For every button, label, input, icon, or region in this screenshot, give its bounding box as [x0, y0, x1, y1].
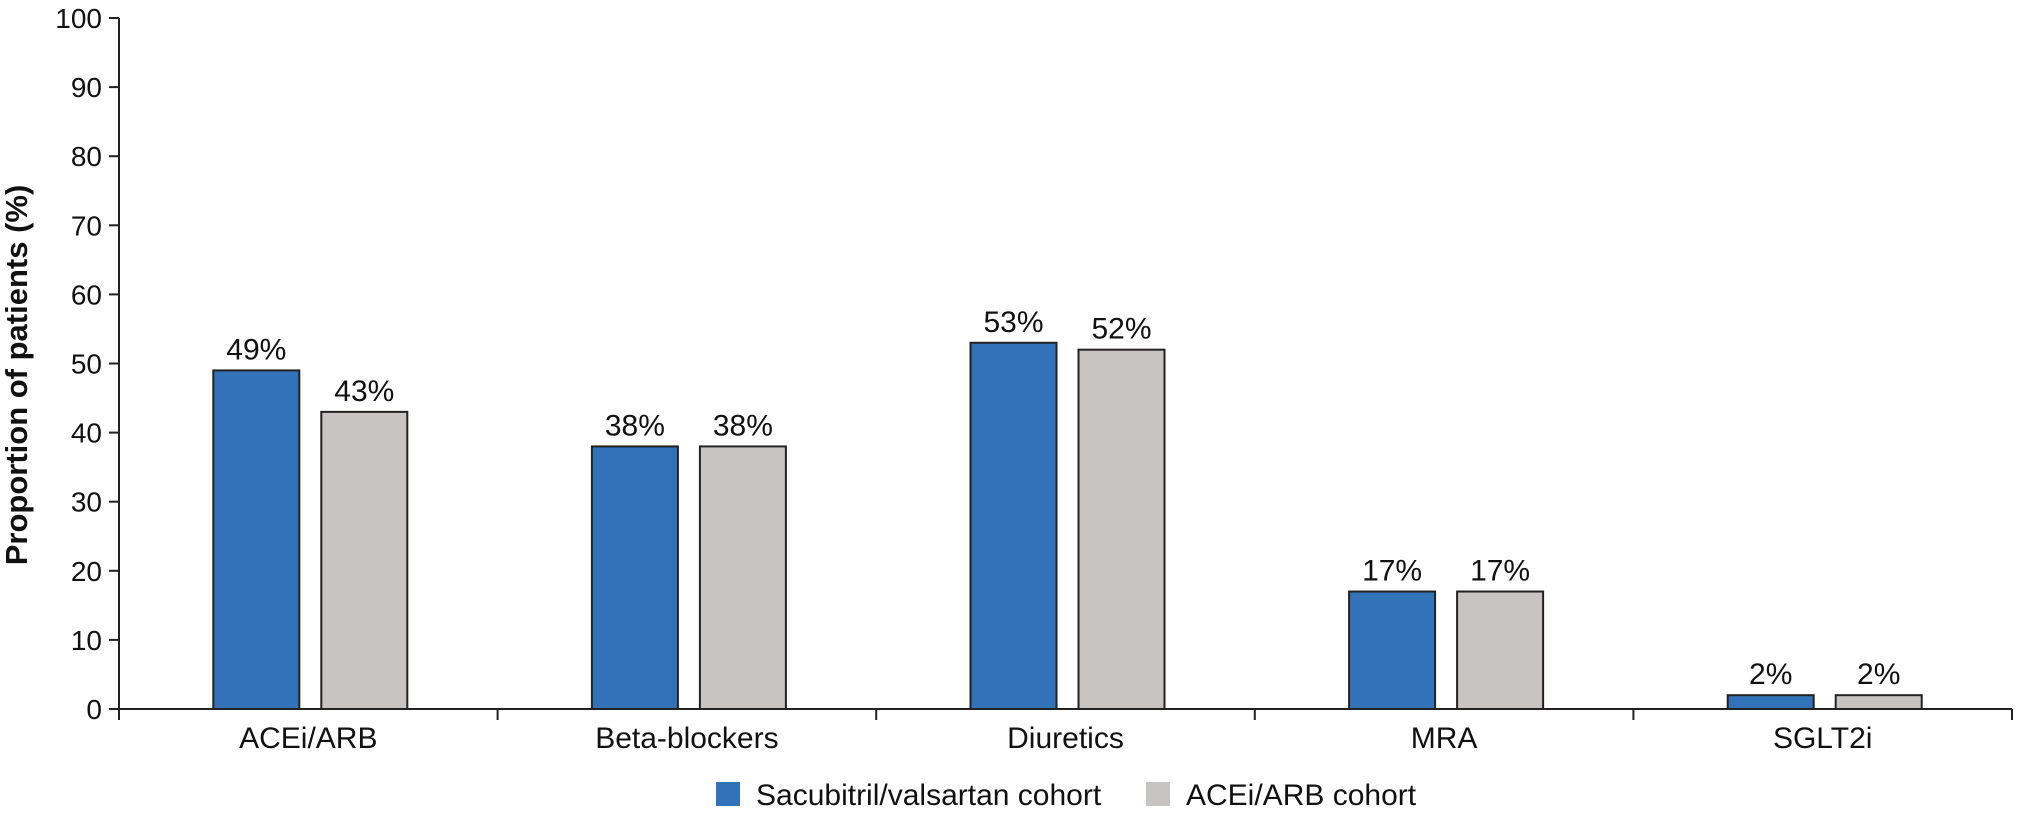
y-tick-label: 30: [71, 487, 102, 518]
x-category-label: ACEi/ARB: [239, 722, 377, 755]
legend-label: Sacubitril/valsartan cohort: [756, 779, 1102, 812]
y-axis-title-group: Proportion of patients (%): [0, 185, 34, 566]
bar-value-label: 49%: [226, 333, 286, 366]
y-tick-label: 60: [71, 279, 102, 310]
x-axis-ticks: ACEi/ARB Beta-blockers Diuretics MRA SGLT2i: [118, 709, 2013, 755]
x-category-label: Beta-blockers: [595, 722, 778, 755]
y-tick-label: 10: [71, 625, 102, 656]
bar: [969, 341, 1058, 710]
legend: Sacubitril/valsartan cohort ACEi/ARB coho…: [716, 779, 1417, 812]
bar-value-label: 53%: [983, 306, 1043, 339]
bar: [1077, 348, 1166, 710]
x-category-label: SGLT2i: [1773, 722, 1872, 755]
legend-swatch: [716, 782, 740, 806]
bar-value-label: 38%: [713, 409, 773, 442]
bar-value-label: 2%: [1857, 658, 1900, 691]
bar: [698, 445, 787, 710]
legend-label: ACEi/ARB cohort: [1186, 779, 1417, 812]
bar: [212, 369, 301, 710]
y-tick-label: 20: [71, 556, 102, 587]
bar-value-label: 17%: [1470, 555, 1530, 588]
bar: [1456, 590, 1545, 711]
y-tick-label: 100: [55, 3, 102, 34]
y-tick-label: 90: [71, 72, 102, 103]
x-category-label: MRA: [1411, 722, 1478, 755]
legend-swatch: [1146, 782, 1170, 806]
bar: [1834, 694, 1923, 710]
bar-value-label: 17%: [1362, 555, 1422, 588]
bar-value-labels: 49% 38% 53% 17% 2% 43% 38% 52% 17% 2%: [226, 306, 1900, 691]
bar: [320, 410, 409, 710]
bar-value-label: 43%: [334, 375, 394, 408]
bars: [212, 341, 1923, 711]
y-tick-label: 0: [86, 694, 102, 725]
bar-value-label: 52%: [1091, 313, 1151, 346]
y-axis-title: Proportion of patients (%): [0, 185, 34, 566]
bar: [1726, 694, 1815, 710]
y-axis-ticks: 0 10 20 30 40 50 60 70 80 90 100: [55, 3, 119, 725]
x-category-label: Diuretics: [1007, 722, 1124, 755]
y-tick-label: 80: [71, 141, 102, 172]
bar: [590, 445, 679, 710]
bar: [1348, 590, 1437, 711]
bar-value-label: 38%: [605, 409, 665, 442]
bar-value-label: 2%: [1749, 658, 1792, 691]
y-tick-label: 40: [71, 418, 102, 449]
y-tick-label: 50: [71, 349, 102, 380]
y-tick-label: 70: [71, 210, 102, 241]
